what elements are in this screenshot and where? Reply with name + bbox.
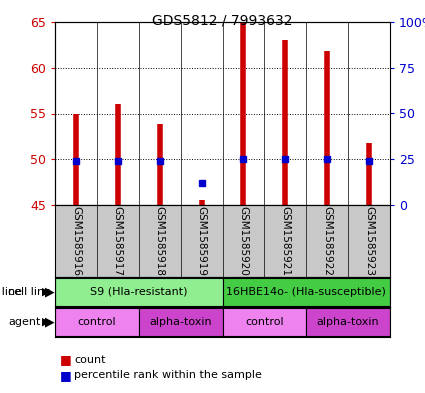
Text: 16HBE14o- (Hla-susceptible): 16HBE14o- (Hla-susceptible) — [226, 287, 386, 297]
Text: control: control — [245, 317, 284, 327]
Text: GSM1585919: GSM1585919 — [196, 206, 207, 276]
Bar — [139, 308, 223, 336]
Text: ▶: ▶ — [42, 287, 51, 297]
Text: GSM1585921: GSM1585921 — [280, 206, 290, 276]
Text: ■: ■ — [60, 353, 71, 366]
Text: ▶: ▶ — [45, 316, 54, 329]
Text: ▶: ▶ — [45, 285, 54, 299]
Text: ■: ■ — [60, 369, 71, 382]
Text: GSM1585917: GSM1585917 — [113, 206, 123, 276]
Text: GSM1585923: GSM1585923 — [364, 206, 374, 276]
Text: control: control — [77, 317, 116, 327]
Bar — [223, 277, 390, 307]
Text: GSM1585922: GSM1585922 — [322, 206, 332, 276]
Text: GSM1585920: GSM1585920 — [238, 206, 249, 276]
Bar — [223, 308, 306, 336]
Text: GDS5812 / 7993632: GDS5812 / 7993632 — [152, 14, 293, 28]
Text: cell line: cell line — [8, 287, 51, 297]
Text: S9 (Hla-resistant): S9 (Hla-resistant) — [90, 287, 187, 297]
Text: count: count — [74, 354, 106, 365]
Text: agent: agent — [8, 317, 41, 327]
Bar — [55, 308, 139, 336]
Text: alpha-toxin: alpha-toxin — [317, 317, 380, 327]
Text: GSM1585918: GSM1585918 — [155, 206, 164, 276]
Bar — [55, 277, 223, 307]
Bar — [306, 308, 390, 336]
Text: cell line: cell line — [0, 287, 22, 297]
Text: GSM1585916: GSM1585916 — [71, 206, 81, 276]
Text: ▶: ▶ — [42, 317, 51, 327]
Text: percentile rank within the sample: percentile rank within the sample — [74, 370, 262, 380]
Text: alpha-toxin: alpha-toxin — [149, 317, 212, 327]
